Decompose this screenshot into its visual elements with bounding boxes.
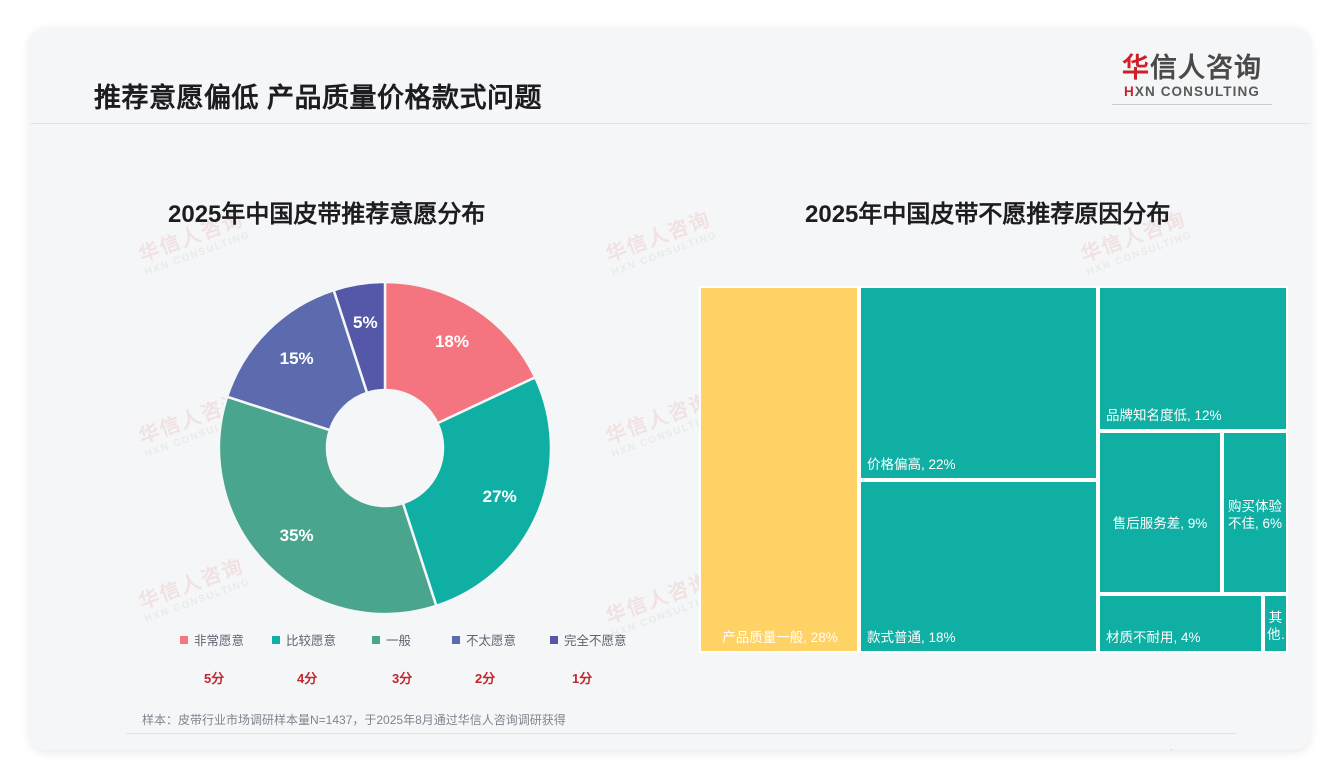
legend-swatch-icon [272, 635, 280, 644]
treemap-tile-产品质量一般[interactable]: 产品质量一般, 28% [699, 286, 859, 653]
logo-cn-red-char: 华 [1122, 53, 1150, 83]
logo-en-rest: XN CONSULTING [1134, 84, 1260, 100]
donut-label-group: 18% 27% 35% 15% 5% [280, 313, 517, 545]
donut-slice-label: 5% [353, 313, 378, 332]
page-title: 推荐意愿偏低 产品质量价格款式问题 [94, 83, 543, 113]
treemap-tile-label: 品牌知名度低, 12% [1106, 408, 1222, 424]
watermark-en: HXN CONSULTING [143, 229, 253, 279]
treemap-tile-label: 材质不耐用, 4% [1106, 630, 1201, 646]
treemap-chart-title: 2025年中国皮带不愿推荐原因分布 [805, 201, 1171, 228]
donut-chart-title: 2025年中国皮带推荐意愿分布 [168, 201, 486, 228]
treemap-tile-款式普通[interactable]: 款式普通, 18% [859, 480, 1098, 653]
legend-item-一般[interactable]: 一般 [372, 630, 411, 649]
legend-item-比较愿意[interactable]: 比较愿意 [272, 630, 336, 649]
legend-label: 完全不愿意 [564, 634, 627, 648]
donut-slice-label: 15% [280, 349, 314, 368]
website-link[interactable]: www.hxrcon.com [1141, 747, 1232, 750]
logo-chinese-text: 华信人咨询 [1112, 54, 1272, 82]
sample-note: 样本：皮带行业市场调研样本量N=1437，于2025年8月通过华信人咨询调研获得 [142, 713, 566, 727]
treemap-tile-label: 产品质量一般, 28% [722, 630, 838, 646]
treemap-tile-label: 售后服务差, 9% [1112, 515, 1208, 531]
donut-slice-label: 18% [435, 332, 469, 351]
watermark: 华信人咨询 HXN CONSULTING [602, 208, 719, 279]
slide-header: 推荐意愿偏低 产品质量价格款式问题 华信人咨询 HXN CONSULTING [30, 28, 1310, 124]
treemap-tile-购买体验不佳[interactable]: 购买体验不佳, 6% [1222, 431, 1288, 594]
legend-swatch-icon [452, 635, 460, 644]
donut-slice-label: 27% [483, 487, 517, 506]
slide-canvas: 推荐意愿偏低 产品质量价格款式问题 华信人咨询 HXN CONSULTING 华… [30, 28, 1310, 750]
donut-slice-完全不愿意[interactable] [332, 280, 387, 395]
donut-slice-label: 35% [280, 526, 314, 545]
score-label-1分: 1分 [572, 671, 593, 686]
score-label-3分: 3分 [392, 671, 413, 686]
treemap-tile-材质不耐用[interactable]: 材质不耐用, 4% [1098, 594, 1263, 653]
donut-chart: 18% 27% 35% 15% 5% [185, 278, 585, 618]
donut-score-row: 5分 4分 3分 2分 1分 [180, 668, 680, 690]
logo-english-text: HXN CONSULTING [1112, 84, 1272, 99]
donut-slice-比较愿意[interactable] [401, 375, 553, 608]
legend-swatch-icon [372, 635, 380, 644]
treemap-tile-label: 款式普通, 18% [867, 630, 956, 646]
logo-en-red-char: H [1124, 84, 1135, 100]
logo-underline [1112, 104, 1272, 106]
treemap-tile-其他[interactable]: 其他… [1263, 594, 1288, 653]
treemap-chart: 产品质量一般, 28% 价格偏高, 22% 款式普通, 18% 品牌知名度低, 12%… [699, 286, 1288, 653]
treemap-tile-label: 价格偏高, 22% [867, 457, 956, 473]
copyright-text: ©2025.10 HXR华信人咨询 [130, 747, 271, 750]
score-label-4分: 4分 [297, 671, 318, 686]
treemap-tile-品牌知名度低[interactable]: 品牌知名度低, 12% [1098, 286, 1288, 431]
watermark-en: HXN CONSULTING [1085, 229, 1195, 279]
footer-divider [126, 733, 1236, 734]
treemap-tile-label: 其他… [1267, 609, 1286, 642]
legend-item-不太愿意[interactable]: 不太愿意 [452, 630, 516, 649]
donut-legend: 非常愿意 比较愿意 一般 不太愿意 完全不愿意 [180, 630, 680, 650]
legend-label: 不太愿意 [466, 634, 517, 648]
legend-item-非常愿意[interactable]: 非常愿意 [180, 630, 244, 649]
treemap-tile-售后服务差[interactable]: 售后服务差, 9% [1098, 431, 1222, 594]
donut-slice-非常愿意[interactable] [383, 280, 537, 425]
legend-item-完全不愿意[interactable]: 完全不愿意 [550, 630, 627, 649]
score-label-5分: 5分 [204, 671, 225, 686]
logo-cn-rest: 信人咨询 [1150, 53, 1262, 83]
treemap-tile-价格偏高[interactable]: 价格偏高, 22% [859, 286, 1098, 480]
company-logo: 华信人咨询 HXN CONSULTING [1112, 54, 1272, 106]
legend-label: 一般 [386, 634, 412, 648]
legend-label: 比较愿意 [286, 634, 337, 648]
watermark-cn: 华信人咨询 [603, 208, 715, 267]
watermark-en: HXN CONSULTING [610, 229, 720, 279]
donut-slice-一般[interactable] [217, 395, 438, 616]
donut-slice-group [217, 280, 553, 616]
legend-swatch-icon [550, 635, 558, 644]
donut-chart-svg: 18% 27% 35% 15% 5% [217, 280, 553, 616]
treemap-tile-label: 购买体验不佳, 6% [1227, 498, 1282, 531]
score-label-2分: 2分 [475, 671, 496, 686]
donut-slice-不太愿意[interactable] [225, 288, 369, 432]
legend-label: 非常愿意 [194, 634, 245, 648]
legend-swatch-icon [180, 635, 188, 644]
